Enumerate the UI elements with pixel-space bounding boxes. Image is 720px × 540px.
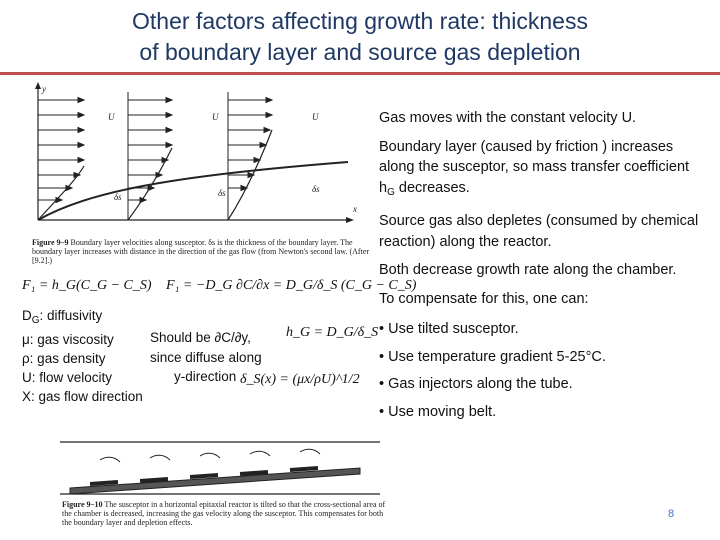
paragraph-growth-decrease: Both decrease growth rate along the cham… [379, 262, 677, 278]
explanation-text: Gas moves with the constant velocity U. … [379, 108, 699, 429]
paragraph-constant-velocity: Gas moves with the constant velocity U. [379, 110, 637, 126]
figure-caption-1-number: Figure 9–9 [32, 238, 69, 247]
velocity-label-3: U [312, 112, 319, 122]
paragraph-compensate: To compensate for this, one can: [379, 290, 589, 307]
y-axis-label: y [41, 84, 46, 94]
velocity-arrows-2 [128, 96, 174, 204]
definition-velocity: U: flow velocity [22, 370, 113, 385]
delta-label-2: δs [218, 188, 226, 198]
bullet-tilted-susceptor: • Use tilted susceptor. [379, 321, 519, 337]
delta-label-1: δs [114, 192, 122, 202]
bullet-temperature-gradient: • Use temperature gradient 5-25°C. [379, 348, 606, 365]
paragraph-depletion: Source gas also depletes (consumed by ch… [379, 213, 699, 250]
title-divider [0, 72, 720, 75]
mass-transfer-coefficient-equation: h_G = D_G/δ_S [286, 325, 379, 340]
symbol-definitions: DG: diffusivity μ: gas viscosity ρ: gas … [22, 306, 143, 406]
figure-caption-2-number: Figure 9–10 [62, 500, 103, 509]
boundary-layer-figure: y x U U U δs [35, 82, 357, 223]
boundary-thickness-equation: δ_S(x) = (μx/ρU)^1/2 [240, 372, 360, 387]
figure-caption-2-text: The susceptor in a horizontal epitaxial … [62, 500, 386, 527]
flux-equation-right: F₁ = −D_G ∂C/∂x = D_G/δ_S (C_G − C_S) [166, 278, 417, 293]
note-line-1: Should be ∂C/∂y, [150, 330, 251, 345]
definition-density: ρ: gas density [22, 351, 106, 366]
velocity-label-1: U [108, 112, 115, 122]
derivative-note: Should be ∂C/∂y, since diffuse along y-d… [150, 328, 262, 387]
title-line-2: of boundary layer and source gas depleti… [139, 39, 581, 65]
definition-diffusivity: DG: diffusivity [22, 308, 103, 326]
delta-label-3: δs [312, 184, 320, 194]
velocity-arrows-1 [38, 96, 86, 204]
page-number: 8 [668, 508, 675, 520]
title-line-1: Other factors affecting growth rate: thi… [132, 8, 588, 34]
velocity-arrows-3 [228, 96, 274, 192]
note-line-2: since diffuse along [150, 349, 262, 365]
flux-equation-left: F₁ = h_G(C_G − C_S) [22, 278, 152, 293]
paragraph-boundary-layer: Boundary layer (caused by friction ) inc… [379, 138, 690, 198]
tilted-susceptor-figure [60, 441, 380, 495]
bullet-moving-belt: • Use moving belt. [379, 403, 497, 420]
figure-caption-1-text: Boundary layer velocities along suscepto… [32, 238, 370, 265]
x-axis-label: x [352, 204, 357, 214]
note-line-3: y-direction [174, 369, 237, 384]
definition-viscosity: μ: gas viscosity [22, 332, 114, 347]
definition-direction: X: gas flow direction [22, 389, 143, 404]
figure-caption-1: Figure 9–9 Boundary layer velocities alo… [32, 238, 372, 265]
figure-caption-2: Figure 9–10 The susceptor in a horizonta… [62, 500, 392, 527]
velocity-label-2: U [212, 112, 219, 122]
bullet-gas-injectors: • Gas injectors along the tube. [379, 376, 573, 392]
slide-title: Other factors affecting growth rate: thi… [0, 6, 720, 68]
